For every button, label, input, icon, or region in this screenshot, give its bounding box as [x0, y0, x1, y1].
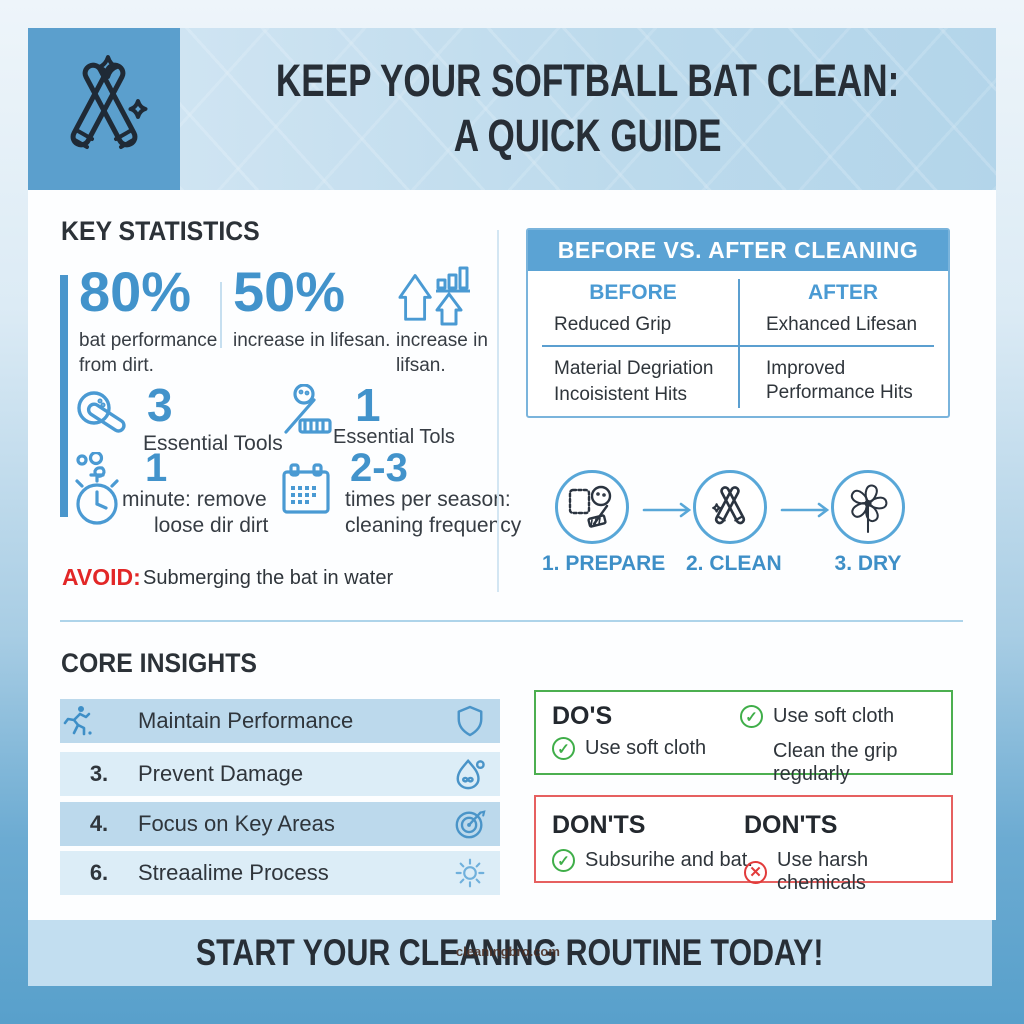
insight-number: 4.	[89, 811, 109, 836]
header-logo-box	[28, 28, 180, 190]
insight-label: Prevent Damage	[138, 761, 304, 786]
stat-tols-value: 1	[355, 379, 381, 431]
stat-frequency-caption-1: times per season:	[345, 488, 511, 511]
stats-accent-bar	[60, 275, 68, 517]
table-cell-after-2: Improved Performance Hits	[766, 358, 913, 403]
comparison-table-body: BEFORE AFTER Reduced Grip Exhanced Lifes…	[528, 271, 948, 416]
donts-title-left: DON'TS	[552, 811, 646, 839]
water-drop-icon	[448, 757, 492, 791]
table-cell-before-2-line1: Material Degriation	[554, 358, 714, 379]
step-circle-prepare	[555, 470, 629, 544]
stat-minute-caption-1: minute: remove	[122, 488, 267, 511]
step-label-clean: 2. CLEAN	[686, 552, 782, 575]
dos-item-left-text: Use soft cloth	[585, 737, 707, 759]
section-divider	[60, 620, 963, 622]
donts-item-right-text: Use harsh chemicals	[777, 849, 869, 894]
table-cell-before-2-line2: Incoisistent Hits	[554, 384, 688, 405]
stat-tools-value: 3	[147, 379, 173, 431]
insight-label: Maintain Performance	[138, 708, 354, 733]
after-column-header: AFTER	[808, 281, 878, 304]
running-person-icon	[60, 704, 138, 738]
insight-row-focus-key-areas: 4. Focus on Key Areas	[60, 802, 500, 846]
content-card: KEY STATISTICS 80% bat performance from …	[28, 190, 996, 920]
stat-tols-caption: Essential Tols	[333, 426, 455, 448]
column-divider	[497, 230, 499, 592]
insight-row-prevent-damage: 3. Prevent Damage	[60, 752, 500, 796]
table-horizontal-divider	[542, 345, 934, 347]
sun-icon	[448, 857, 492, 889]
stat-minute-value: 1	[145, 446, 168, 490]
target-icon	[448, 807, 492, 841]
pinwheel-fan-icon	[842, 479, 894, 535]
step-circle-dry	[831, 470, 905, 544]
step-circle-clean	[693, 470, 767, 544]
donts-box: DON'TS DON'TS ✓ Subsurihe and bat. ✕ Use…	[534, 795, 953, 894]
dos-item-right-sub: Clean the grip regularly	[773, 740, 898, 785]
stat-50-value: 50%	[233, 260, 346, 323]
dos-item-left: ✓ Use soft cloth	[552, 737, 706, 760]
crossed-bats-icon	[52, 53, 156, 165]
stat-arrows-caption: increase in lifsan.	[396, 330, 488, 377]
check-icon: ✓	[552, 849, 575, 872]
step-label-prepare: 1. PREPARE	[542, 552, 666, 575]
insight-row-maintain-performance: Maintain Performance	[60, 699, 500, 743]
key-statistics-heading: KEY STATISTICS	[61, 216, 260, 246]
donts-item-left-text: Subsurihe and bat.	[585, 849, 753, 871]
step-label-dry: 3. DRY	[834, 552, 902, 575]
core-insights-heading: CORE INSIGHTS	[61, 648, 257, 678]
process-arrow-2-icon	[780, 502, 832, 518]
stat-tools-caption: Essential Tools	[143, 432, 283, 455]
cleaning-supplies-icon	[567, 484, 617, 530]
stopwatch-icon	[72, 452, 136, 532]
stat-frequency-caption-2: cleaning frequency	[345, 514, 522, 537]
before-column-header: BEFORE	[589, 281, 677, 304]
donts-item-left: ✓ Subsurihe and bat.	[552, 849, 753, 872]
donts-item-right: ✕ Use harsh chemicals	[744, 849, 951, 895]
footer-cta: START YOUR CLEANING ROUTINE TODAY!	[196, 932, 824, 973]
brush-icon	[274, 384, 338, 444]
stat-frequency-value: 2-3	[350, 446, 408, 490]
check-icon: ✓	[552, 737, 575, 760]
header-title-band: KEEP YOUR SOFTBALL BAT CLEAN: A QUICK GU…	[180, 28, 996, 190]
dos-box: DO'S ✓ Use soft cloth ✓ Use soft cloth C…	[534, 690, 953, 785]
dos-item-right: ✓ Use soft cloth	[740, 705, 894, 728]
stat-divider	[220, 282, 222, 348]
insight-number: 6.	[89, 860, 109, 885]
increase-arrows-icon	[398, 266, 478, 328]
insight-label: Focus on Key Areas	[138, 811, 335, 836]
page-title: KEEP YOUR SOFTBALL BAT CLEAN: A QUICK GU…	[276, 54, 899, 164]
donts-title-right: DON'TS	[744, 811, 838, 839]
avoid-label: AVOID:	[62, 564, 141, 590]
comparison-table: BEFORE VS. AFTER CLEANING BEFORE AFTER R…	[526, 228, 950, 418]
dos-item-right-text: Use soft cloth	[773, 705, 895, 727]
insight-row-streamline-process: 6. Streaalime Process	[60, 851, 500, 895]
table-vertical-divider	[738, 279, 740, 408]
cross-icon: ✕	[744, 860, 767, 884]
table-cell-after-1: Exhanced Lifesan	[766, 314, 918, 335]
ball-and-bat-icon	[70, 388, 136, 446]
comparison-table-title: BEFORE VS. AFTER CLEANING	[528, 230, 948, 271]
calendar-icon	[280, 462, 336, 520]
page-title-line2: A QUICK GUIDE	[454, 110, 722, 161]
avoid-text: Submerging the bat in water	[143, 567, 394, 589]
page-title-line1: KEEP YOUR SOFTBALL BAT CLEAN:	[276, 55, 900, 107]
insight-label: Streaalime Process	[138, 860, 329, 885]
stat-minute-caption-2: loose dir dirt	[154, 514, 269, 537]
stat-50-caption: increase in lifesan.	[233, 330, 391, 351]
check-icon: ✓	[740, 705, 763, 728]
stat-80-caption: bat performance from dirt.	[79, 330, 218, 377]
crossed-bats-small-icon	[706, 482, 754, 532]
footer-banner: START YOUR CLEANING ROUTINE TODAY! clean…	[28, 920, 992, 986]
stat-80-value: 80%	[79, 260, 192, 323]
shield-icon	[448, 704, 492, 738]
insight-number: 3.	[89, 761, 109, 786]
dos-title: DO'S	[552, 702, 613, 730]
process-arrow-1-icon	[642, 502, 694, 518]
header: KEEP YOUR SOFTBALL BAT CLEAN: A QUICK GU…	[28, 28, 996, 190]
watermark-text: cleaningbro.com	[455, 944, 560, 959]
table-cell-before-1: Reduced Grip	[554, 314, 672, 335]
